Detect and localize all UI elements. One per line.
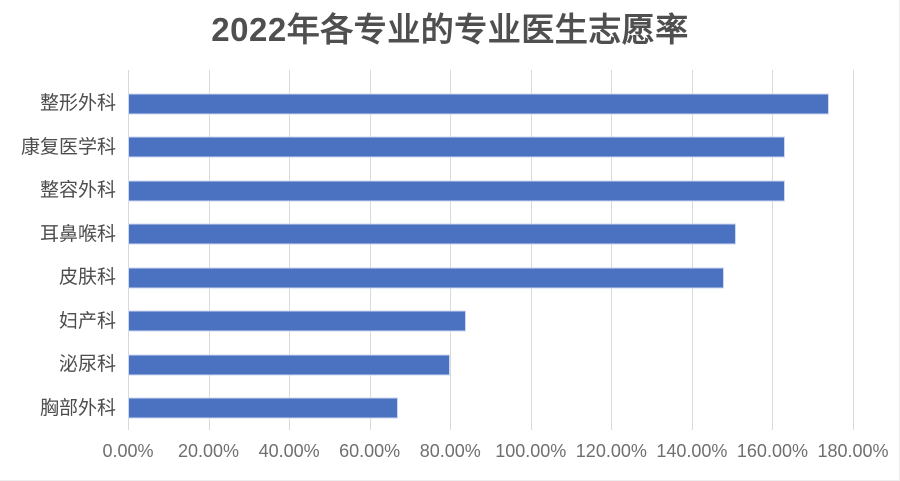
x-tick-label: 180.00% <box>817 441 889 461</box>
bar <box>128 223 737 245</box>
chart-row: 整形外科 <box>0 82 853 126</box>
chart-row: 妇产科 <box>0 300 853 344</box>
bar-track <box>128 343 853 387</box>
bar-track <box>128 169 853 213</box>
category-label: 皮肤科 <box>58 267 116 289</box>
bar <box>128 267 725 289</box>
x-tick-label: 100.00% <box>495 441 567 461</box>
x-tick-label: 80.00% <box>419 441 481 461</box>
category-label: 整容外科 <box>39 180 116 202</box>
chart-row: 整容外科 <box>0 169 853 213</box>
chart-row: 康复医学科 <box>0 126 853 170</box>
x-tick-label: 120.00% <box>575 441 647 461</box>
chart-title: 2022年各专业的专业医生志愿率 <box>211 11 689 48</box>
bar-track <box>128 213 853 257</box>
bar-track <box>128 300 853 344</box>
chart-row: 泌尿科 <box>0 343 853 387</box>
chart-row: 皮肤科 <box>0 256 853 300</box>
bar-track <box>128 256 853 300</box>
x-tick-label: 40.00% <box>258 441 320 461</box>
bar <box>128 310 467 332</box>
bar-track <box>128 387 853 431</box>
x-tick-label: 140.00% <box>656 441 728 461</box>
bar <box>128 136 785 158</box>
bar-track <box>128 82 853 126</box>
x-tick-label: 160.00% <box>736 441 808 461</box>
bar <box>128 354 451 376</box>
bar-track <box>128 126 853 170</box>
bar <box>128 93 829 115</box>
category-label: 整形外科 <box>39 93 116 115</box>
gridline <box>853 70 854 430</box>
rows: 整形外科康复医学科整容外科耳鼻喉科皮肤科妇产科泌尿科胸部外科 <box>0 82 853 430</box>
chart-row: 耳鼻喉科 <box>0 213 853 257</box>
x-tick-label: 20.00% <box>178 441 240 461</box>
x-tick-label: 60.00% <box>339 441 401 461</box>
bar <box>128 180 785 202</box>
category-label: 胸部外科 <box>39 397 116 419</box>
category-label: 妇产科 <box>58 310 116 332</box>
chart-row: 胸部外科 <box>0 387 853 431</box>
x-axis: 0.00% 20.00% 40.00% 60.00% 80.00% 100.00% 120.… <box>102 441 888 469</box>
x-tick-label: 0.00% <box>102 441 154 461</box>
category-label: 泌尿科 <box>58 354 116 376</box>
bar <box>128 397 398 419</box>
category-label: 康复医学科 <box>20 136 116 158</box>
category-label: 耳鼻喉科 <box>39 223 116 245</box>
